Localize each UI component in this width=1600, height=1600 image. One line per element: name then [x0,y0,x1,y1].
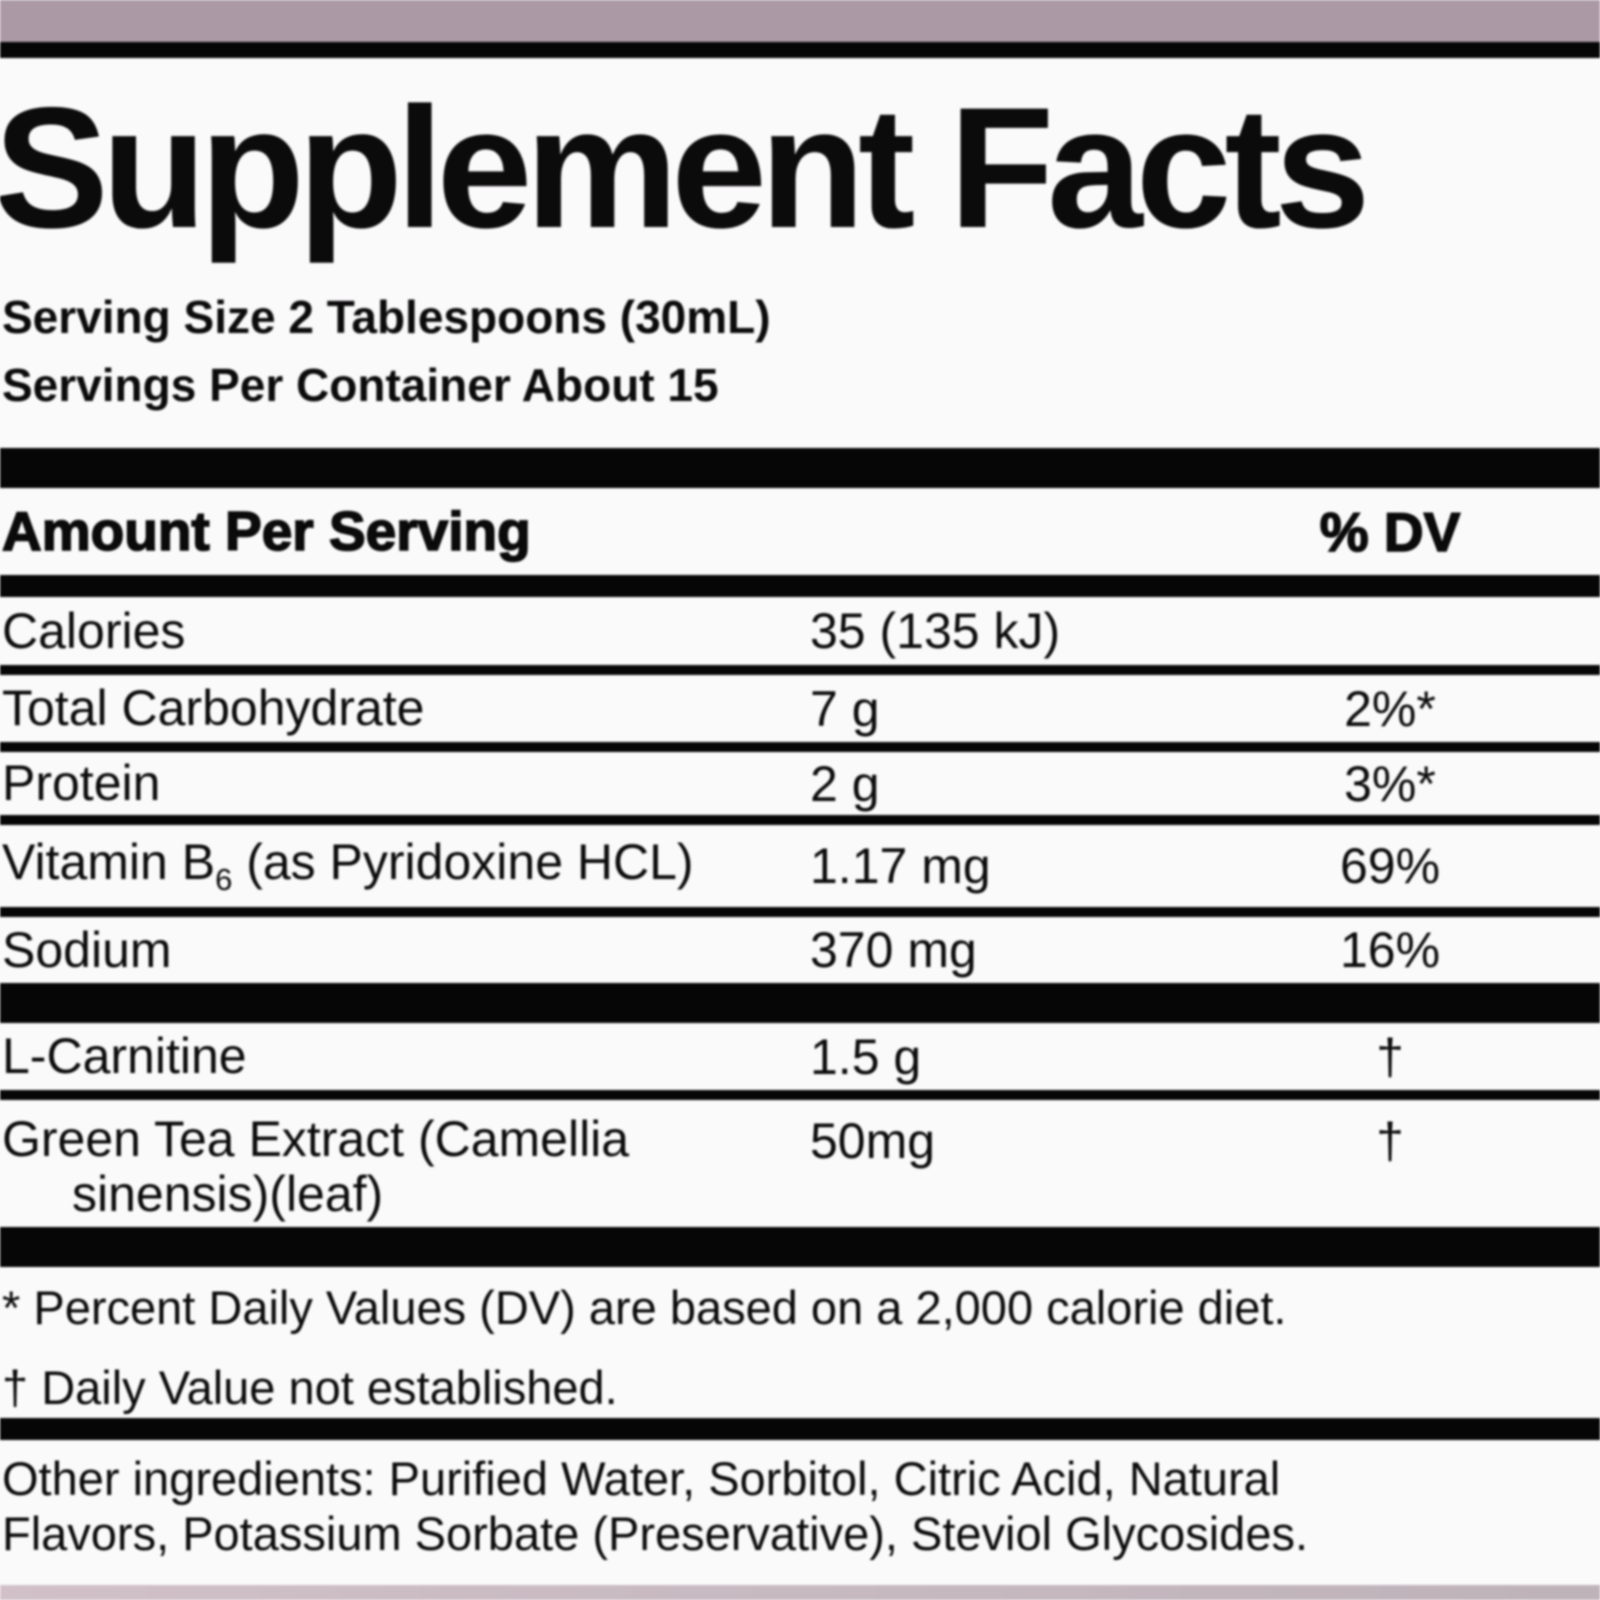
top-color-strip [0,0,1600,42]
row-dv: 69% [1339,838,1441,894]
row-amount: 1.17 mg [810,838,991,894]
table-header-row: Amount Per Serving % DV [0,488,1600,575]
row-name: Sodium [2,921,172,978]
footnote-dagger: † Daily Value not established. [2,1360,618,1414]
table-row-total-carbohydrate: Total Carbohydrate 7 g 2%* [0,675,1600,742]
row-name: Green Tea Extract (Camellia sinensis)(lea… [0,1100,810,1222]
row-dv: 2%* [1344,680,1436,737]
row-amount: 7 g [810,680,880,737]
servings-per-container-line: Servings Per Container About 15 [2,359,719,411]
serving-size-line: Serving Size 2 Tablespoons (30mL) [2,291,771,343]
section-bar-middle [0,983,1600,1023]
row-name: Calories [2,602,186,659]
other-ingredients-line2: Flavors, Potassium Sorbate (Preservative… [2,1506,1309,1560]
row-amount: 50mg [810,1113,936,1169]
row-name: Vitamin B6 (as Pyridoxine HCL) [0,833,810,897]
section-bar-ingredients-top [0,1418,1600,1440]
section-bar-header-bottom [0,575,1600,597]
row-name: L-Carnitine [2,1028,247,1084]
row-separator [0,907,1600,917]
row-separator [0,742,1600,752]
green-tea-line1: Green Tea Extract (Camellia [2,1111,630,1167]
section-bar-header-top [0,448,1600,488]
other-ingredients-line1: Other ingredients: Purified Water, Sorbi… [2,1452,1281,1505]
row-amount: 2 g [810,755,880,812]
table-row-vitamin-b6: Vitamin B6 (as Pyridoxine HCL) 1.17 mg 6… [0,825,1600,907]
row-amount: 35 (135 kJ) [810,603,1061,659]
row-name: Total Carbohydrate [2,680,425,736]
row-separator [0,665,1600,675]
table-row-l-carnitine: L-Carnitine 1.5 g † [0,1023,1600,1090]
vitamin-b6-subscript: 6 [215,861,233,897]
row-dv: 16% [1339,922,1441,978]
row-name: Protein [2,755,161,811]
row-amount: 1.5 g [810,1028,922,1085]
table-row-calories: Calories 35 (135 kJ) [0,597,1600,665]
row-dv-dagger: † [1376,1113,1404,1169]
row-dv: 3%* [1344,755,1436,812]
section-bar-footnotes-top [0,1227,1600,1267]
title-block: Supplement Facts Serving Size 2 Tablespo… [0,58,1600,448]
row-separator [0,1090,1600,1100]
header-percent-dv: % DV [1319,500,1461,564]
table-row-protein: Protein 2 g 3%* [0,752,1600,815]
row-dv-dagger: † [1376,1028,1404,1085]
footnote-daily-values: * Percent Daily Values (DV) are based on… [2,1281,1287,1334]
bottom-color-strip [0,1585,1600,1600]
table-row-green-tea-extract: Green Tea Extract (Camellia sinensis)(lea… [0,1100,1600,1227]
table-row-sodium: Sodium 370 mg 16% [0,917,1600,983]
row-separator [0,815,1600,825]
vitamin-b6-suffix: (as Pyridoxine HCL) [232,833,694,890]
header-amount-per-serving: Amount Per Serving [1,500,531,563]
other-ingredients-block: Other ingredients: Purified Water, Sorbi… [0,1440,1600,1585]
row-amount: 370 mg [810,922,977,978]
footnotes-block: * Percent Daily Values (DV) are based on… [0,1267,1600,1418]
top-border-bar [0,42,1600,58]
vitamin-b6-prefix: Vitamin B [2,833,216,890]
label-title: Supplement Facts [0,72,1370,264]
green-tea-line2: sinensis)(leaf) [72,1166,384,1222]
